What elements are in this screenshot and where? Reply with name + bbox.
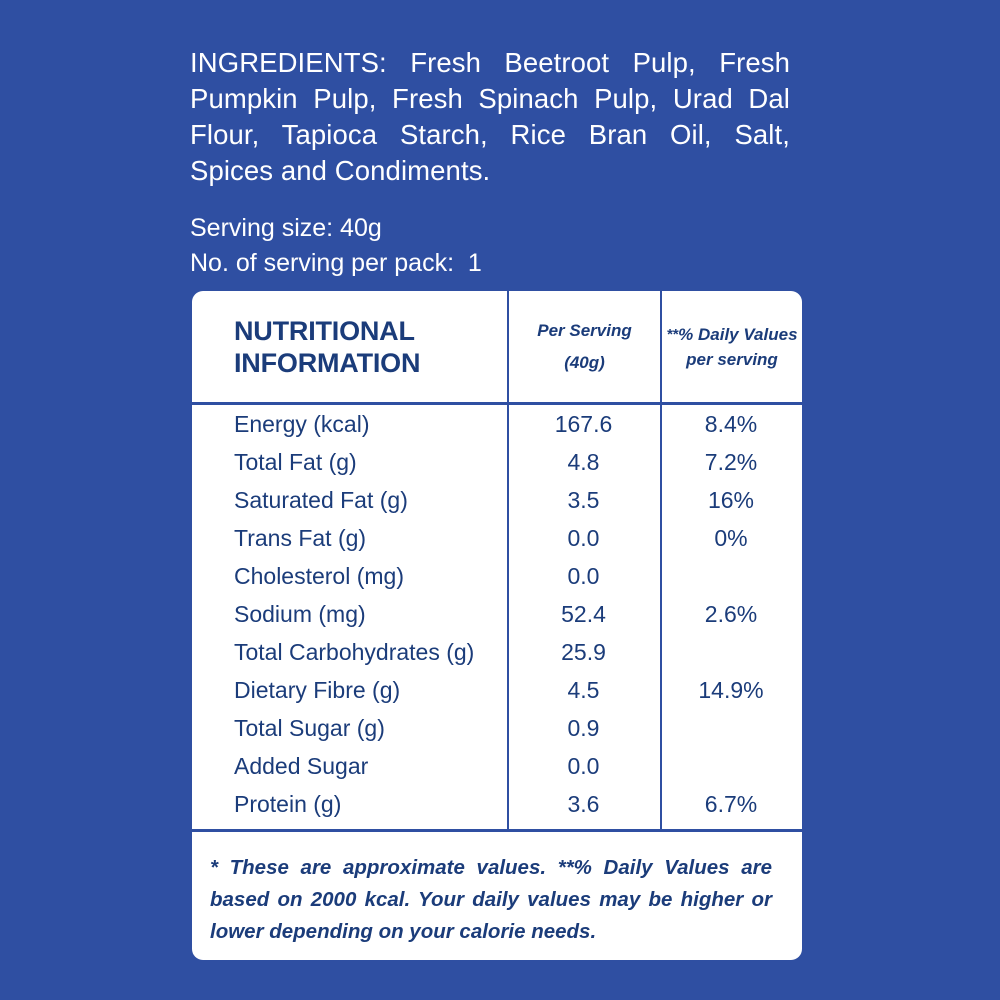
column-divider-1 <box>507 405 509 829</box>
table-title-line-2: INFORMATION <box>234 347 421 378</box>
nutrient-label: Sodium (mg) <box>234 600 366 627</box>
nutrient-label: Added Sugar <box>234 752 369 779</box>
table-row: Trans Fat (g) 0.0 0% <box>192 519 802 557</box>
nutrient-daily-value: 2.6% <box>704 600 758 627</box>
serving-info: Serving size: 40g No. of serving per pac… <box>190 211 790 281</box>
nutrient-daily-value: 8.4% <box>704 410 758 437</box>
per-serving-label: Per Serving <box>537 320 632 340</box>
servings-per-pack-line: No. of serving per pack: 1 <box>190 249 482 277</box>
nutrition-table-body: Energy (kcal) 167.6 8.4% Total Fat (g) 4… <box>192 405 802 829</box>
table-row: Dietary Fibre (g) 4.5 14.9% <box>192 671 802 709</box>
nutrient-daily-value: 6.7% <box>704 790 758 817</box>
footnote-divider-rule <box>192 829 802 832</box>
nutrient-daily-value: 14.9% <box>698 676 764 703</box>
nutrient-label: Total Sugar (g) <box>234 714 385 741</box>
nutrient-value: 4.8 <box>567 448 600 475</box>
nutrient-value: 3.6 <box>567 790 600 817</box>
table-row: Cholesterol (mg) 0.0 <box>192 557 802 595</box>
table-row: Protein (g) 3.6 6.7% <box>192 785 802 823</box>
nutrient-daily-value: 7.2% <box>704 448 758 475</box>
nutrient-label: Energy (kcal) <box>234 410 370 437</box>
nutrient-label: Total Fat (g) <box>234 448 357 475</box>
nutrition-information-card: NUTRITIONAL INFORMATION Per Serving (40g… <box>192 291 802 960</box>
nutrient-value: 0.0 <box>567 524 600 551</box>
table-row: Saturated Fat (g) 3.5 16% <box>192 481 802 519</box>
table-title-line-1: NUTRITIONAL <box>234 315 415 346</box>
footnote-text: * These are approximate values. **% Dail… <box>210 856 772 943</box>
table-row: Total Sugar (g) 0.9 <box>192 709 802 747</box>
nutrient-value: 4.5 <box>567 676 600 703</box>
column-header-daily-values: **% Daily Values per serving <box>660 291 802 402</box>
table-row: Total Fat (g) 4.8 7.2% <box>192 443 802 481</box>
nutrient-value: 3.5 <box>567 486 600 513</box>
nutrient-label: Dietary Fibre (g) <box>234 676 401 703</box>
nutrient-value: 25.9 <box>561 638 606 665</box>
table-row: Energy (kcal) 167.6 8.4% <box>192 405 802 443</box>
nutrient-daily-value: 16% <box>707 486 755 513</box>
daily-values-line-2: per serving <box>686 349 778 369</box>
table-row: Sodium (mg) 52.4 2.6% <box>192 595 802 633</box>
nutrient-value: 0.0 <box>567 562 600 589</box>
nutrient-label: Trans Fat (g) <box>234 524 367 551</box>
column-header-per-serving: Per Serving (40g) <box>507 291 660 402</box>
daily-values-line-1: **% Daily Values <box>666 322 797 347</box>
nutrient-daily-value: 0% <box>714 524 748 551</box>
nutrient-value: 0.9 <box>567 714 600 741</box>
nutrient-label: Protein (g) <box>234 790 342 817</box>
table-header-row: NUTRITIONAL INFORMATION Per Serving (40g… <box>192 291 802 402</box>
serving-size-line: Serving size: 40g <box>190 214 382 242</box>
nutrient-value: 167.6 <box>554 410 613 437</box>
table-title: NUTRITIONAL INFORMATION <box>192 291 507 402</box>
table-row: Added Sugar 0.0 <box>192 747 802 785</box>
daily-values-label: % Daily Values <box>678 324 798 344</box>
per-serving-amount: (40g) <box>564 352 605 372</box>
column-divider-2 <box>660 405 662 829</box>
nutrient-value: 0.0 <box>567 752 600 779</box>
nutrient-label: Cholesterol (mg) <box>234 562 404 589</box>
nutrient-value: 52.4 <box>561 600 606 627</box>
header-divider-rule <box>192 402 802 405</box>
asterisk-marker: ** <box>666 325 679 343</box>
table-row: Total Carbohydrates (g) 25.9 <box>192 633 802 671</box>
ingredients-paragraph: INGREDIENTS: Fresh Beetroot Pulp, Fresh … <box>190 47 790 186</box>
nutrient-label: Saturated Fat (g) <box>234 486 408 513</box>
nutrient-label: Total Carbohydrates (g) <box>234 638 475 665</box>
